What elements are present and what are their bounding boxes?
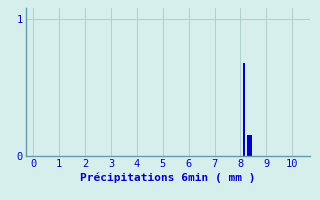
Bar (247, 135, 252, 156)
Bar (243, 63, 245, 156)
X-axis label: Précipitations 6min ( mm ): Précipitations 6min ( mm ) (80, 173, 256, 183)
